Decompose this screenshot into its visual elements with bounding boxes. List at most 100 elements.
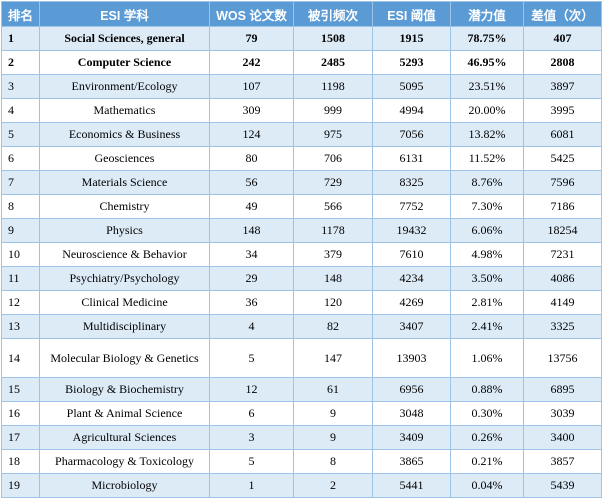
cell-potential: 1.06% <box>450 338 524 378</box>
cell-rank: 13 <box>1 314 40 339</box>
cell-citations: 148 <box>293 266 373 291</box>
cell-subject: Psychiatry/Psychology <box>39 266 210 291</box>
cell-threshold: 6956 <box>372 377 451 402</box>
cell-subject: Physics <box>39 218 210 243</box>
cell-potential: 8.76% <box>450 170 524 195</box>
cell-potential: 46.95% <box>450 50 524 75</box>
cell-wos: 6 <box>209 401 294 426</box>
cell-potential: 7.30% <box>450 194 524 219</box>
header-subject: ESI 学科 <box>39 1 210 27</box>
cell-citations: 1178 <box>293 218 373 243</box>
cell-potential: 6.06% <box>450 218 524 243</box>
table-row: 18 Pharmacology & Toxicology 5 8 3865 0.21% 38… <box>1 449 602 474</box>
cell-citations: 379 <box>293 242 373 267</box>
cell-wos: 5 <box>209 338 294 378</box>
cell-wos: 3 <box>209 425 294 450</box>
cell-threshold: 3407 <box>372 314 451 339</box>
cell-citations: 566 <box>293 194 373 219</box>
table-row: 16 Plant & Animal Science 6 9 3048 0.30% 3039 <box>1 401 602 426</box>
cell-diff: 6081 <box>523 122 602 147</box>
table-row: 4 Mathematics 309 999 4994 20.00% 3995 <box>1 98 602 123</box>
cell-rank: 17 <box>1 425 40 450</box>
cell-rank: 19 <box>1 473 40 498</box>
cell-potential: 23.51% <box>450 74 524 99</box>
cell-subject: Agricultural Sciences <box>39 425 210 450</box>
cell-rank: 15 <box>1 377 40 402</box>
cell-subject: Economics & Business <box>39 122 210 147</box>
cell-potential: 20.00% <box>450 98 524 123</box>
cell-wos: 56 <box>209 170 294 195</box>
cell-rank: 2 <box>1 50 40 75</box>
cell-threshold: 7056 <box>372 122 451 147</box>
table-row: 1 Social Sciences, general 79 1508 1915 78.75… <box>1 26 602 51</box>
cell-threshold: 6131 <box>372 146 451 171</box>
cell-threshold: 4269 <box>372 290 451 315</box>
cell-rank: 16 <box>1 401 40 426</box>
cell-citations: 82 <box>293 314 373 339</box>
cell-rank: 14 <box>1 338 40 378</box>
cell-citations: 706 <box>293 146 373 171</box>
cell-rank: 10 <box>1 242 40 267</box>
cell-diff: 13756 <box>523 338 602 378</box>
cell-citations: 120 <box>293 290 373 315</box>
cell-rank: 12 <box>1 290 40 315</box>
cell-wos: 107 <box>209 74 294 99</box>
cell-wos: 242 <box>209 50 294 75</box>
table-row: 6 Geosciences 80 706 6131 11.52% 5425 <box>1 146 602 171</box>
cell-rank: 5 <box>1 122 40 147</box>
table-row: 8 Chemistry 49 566 7752 7.30% 7186 <box>1 194 602 219</box>
cell-potential: 11.52% <box>450 146 524 171</box>
cell-rank: 3 <box>1 74 40 99</box>
cell-diff: 7596 <box>523 170 602 195</box>
cell-wos: 1 <box>209 473 294 498</box>
table-row: 19 Microbiology 1 2 5441 0.04% 5439 <box>1 473 602 498</box>
cell-rank: 4 <box>1 98 40 123</box>
cell-threshold: 4994 <box>372 98 451 123</box>
cell-threshold: 3865 <box>372 449 451 474</box>
cell-citations: 2485 <box>293 50 373 75</box>
cell-subject: Chemistry <box>39 194 210 219</box>
cell-potential: 0.30% <box>450 401 524 426</box>
cell-wos: 5 <box>209 449 294 474</box>
cell-citations: 8 <box>293 449 373 474</box>
cell-diff: 4149 <box>523 290 602 315</box>
cell-potential: 3.50% <box>450 266 524 291</box>
cell-citations: 999 <box>293 98 373 123</box>
table-row: 13 Multidisciplinary 4 82 3407 2.41% 3325 <box>1 314 602 339</box>
cell-wos: 80 <box>209 146 294 171</box>
cell-diff: 6895 <box>523 377 602 402</box>
cell-diff: 3039 <box>523 401 602 426</box>
cell-diff: 3897 <box>523 74 602 99</box>
cell-potential: 0.88% <box>450 377 524 402</box>
cell-citations: 975 <box>293 122 373 147</box>
table-row: 5 Economics & Business 124 975 7056 13.82% 608… <box>1 122 602 147</box>
cell-potential: 0.26% <box>450 425 524 450</box>
cell-potential: 4.98% <box>450 242 524 267</box>
cell-diff: 407 <box>523 26 602 51</box>
cell-citations: 2 <box>293 473 373 498</box>
cell-citations: 147 <box>293 338 373 378</box>
table-row: 3 Environment/Ecology 107 1198 5095 23.51% 389… <box>1 74 602 99</box>
cell-citations: 729 <box>293 170 373 195</box>
header-potential: 潜力值 <box>450 1 524 27</box>
cell-subject: Multidisciplinary <box>39 314 210 339</box>
cell-citations: 9 <box>293 401 373 426</box>
cell-diff: 3325 <box>523 314 602 339</box>
cell-diff: 7186 <box>523 194 602 219</box>
cell-citations: 61 <box>293 377 373 402</box>
table-row: 15 Biology & Biochemistry 12 61 6956 0.88% 689… <box>1 377 602 402</box>
cell-wos: 49 <box>209 194 294 219</box>
cell-rank: 8 <box>1 194 40 219</box>
cell-diff: 3995 <box>523 98 602 123</box>
cell-threshold: 5441 <box>372 473 451 498</box>
cell-threshold: 4234 <box>372 266 451 291</box>
cell-threshold: 13903 <box>372 338 451 378</box>
cell-potential: 0.04% <box>450 473 524 498</box>
cell-threshold: 5095 <box>372 74 451 99</box>
cell-threshold: 19432 <box>372 218 451 243</box>
table-header: 排名 ESI 学科 WOS 论文数 被引频次 ESI 阈值 潜力值 差值（次） <box>1 1 602 27</box>
cell-threshold: 8325 <box>372 170 451 195</box>
cell-wos: 4 <box>209 314 294 339</box>
cell-threshold: 3409 <box>372 425 451 450</box>
cell-threshold: 1915 <box>372 26 451 51</box>
